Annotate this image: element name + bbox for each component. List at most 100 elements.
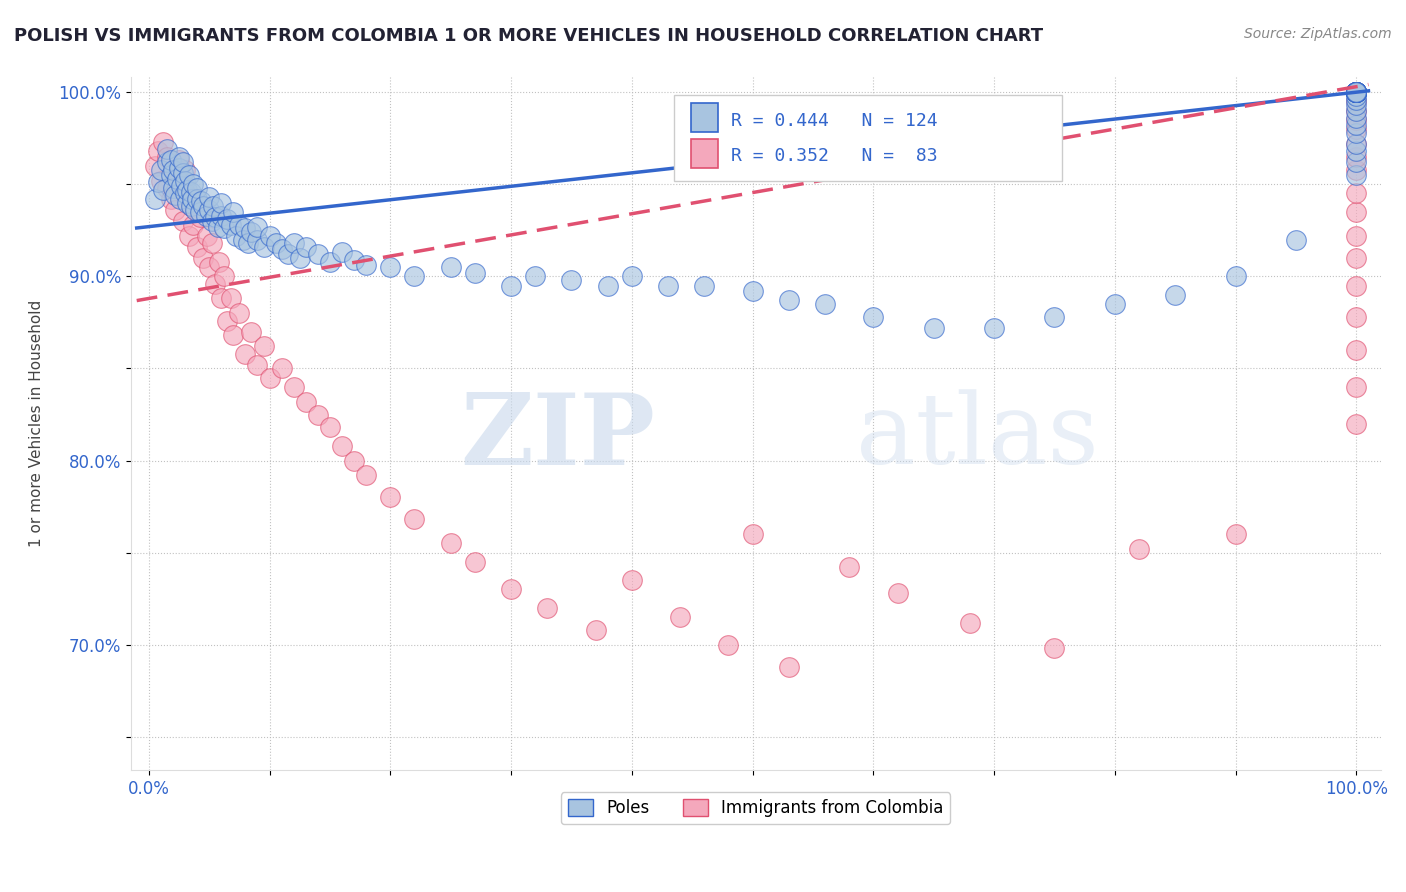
Point: [1346, 162, 1368, 177]
Point: [152, 135, 174, 149]
Point: [1346, 85, 1368, 99]
Point: [209, 292, 232, 306]
Point: [186, 181, 208, 195]
Point: [1346, 85, 1368, 99]
Point: [159, 153, 181, 168]
Text: R = 0.444   N = 124: R = 0.444 N = 124: [731, 112, 938, 129]
Point: [741, 527, 763, 541]
Point: [330, 439, 353, 453]
Point: [1346, 85, 1368, 99]
Point: [148, 144, 170, 158]
Point: [235, 221, 257, 235]
Point: [219, 292, 242, 306]
Point: [174, 173, 197, 187]
Point: [191, 251, 214, 265]
Point: [1346, 85, 1368, 99]
Point: [246, 233, 269, 247]
Point: [174, 162, 197, 177]
Point: [380, 260, 402, 275]
Point: [225, 228, 247, 243]
Point: [1346, 119, 1368, 133]
Point: [838, 560, 860, 574]
Point: [959, 615, 981, 630]
Point: [159, 192, 181, 206]
Point: [862, 310, 884, 324]
Point: [200, 236, 222, 251]
Point: [186, 192, 208, 206]
Point: [277, 247, 299, 261]
Point: [1346, 278, 1368, 293]
Point: [1346, 85, 1368, 99]
Point: [156, 142, 179, 156]
Point: [1346, 228, 1368, 243]
Point: [264, 236, 287, 251]
Point: [162, 181, 184, 195]
Legend: Poles, Immigrants from Colombia: Poles, Immigrants from Colombia: [561, 792, 950, 824]
Point: [1346, 85, 1368, 99]
Point: [1043, 641, 1066, 656]
Point: [232, 233, 254, 247]
Point: [259, 228, 281, 243]
Text: ZIP: ZIP: [461, 389, 655, 486]
Point: [1346, 85, 1368, 99]
Point: [169, 192, 191, 206]
FancyBboxPatch shape: [675, 95, 1062, 181]
Point: [200, 214, 222, 228]
Point: [1346, 111, 1368, 125]
Point: [172, 155, 194, 169]
Point: [1346, 417, 1368, 431]
Point: [536, 601, 558, 615]
Point: [191, 199, 214, 213]
Point: [235, 347, 257, 361]
Text: Source: ZipAtlas.com: Source: ZipAtlas.com: [1244, 27, 1392, 41]
Point: [1346, 343, 1368, 357]
Point: [330, 245, 353, 260]
Point: [922, 321, 945, 335]
Point: [1346, 168, 1368, 182]
Point: [167, 153, 190, 168]
Point: [172, 214, 194, 228]
Point: [183, 218, 205, 232]
Point: [149, 162, 172, 177]
Point: [1346, 251, 1368, 265]
Point: [1346, 85, 1368, 99]
Point: [174, 185, 197, 199]
Point: [240, 225, 263, 239]
Point: [1346, 112, 1368, 127]
Point: [1346, 85, 1368, 99]
Point: [186, 240, 208, 254]
Point: [1346, 93, 1368, 107]
Point: [1346, 380, 1368, 394]
Point: [1128, 541, 1150, 556]
Point: [464, 266, 486, 280]
Point: [252, 240, 274, 254]
Point: [1346, 98, 1368, 112]
Point: [886, 586, 908, 600]
Point: [983, 321, 1005, 335]
Point: [294, 240, 316, 254]
Point: [180, 199, 202, 213]
Point: [1346, 85, 1368, 99]
Point: [1346, 85, 1368, 99]
Point: [228, 218, 250, 232]
Point: [1346, 85, 1368, 99]
Point: [1346, 85, 1368, 99]
Point: [159, 168, 181, 182]
Point: [1346, 85, 1368, 99]
Point: [167, 150, 190, 164]
Point: [1346, 85, 1368, 99]
Point: [228, 306, 250, 320]
Point: [166, 171, 188, 186]
Point: [1346, 144, 1368, 158]
Point: [217, 313, 239, 327]
Point: [440, 260, 463, 275]
Point: [259, 370, 281, 384]
Point: [319, 254, 342, 268]
Point: [209, 195, 232, 210]
Point: [294, 394, 316, 409]
Point: [1346, 155, 1368, 169]
Point: [207, 219, 229, 234]
Point: [319, 420, 342, 434]
Text: R = 0.352   N =  83: R = 0.352 N = 83: [731, 147, 938, 165]
Point: [217, 212, 239, 227]
